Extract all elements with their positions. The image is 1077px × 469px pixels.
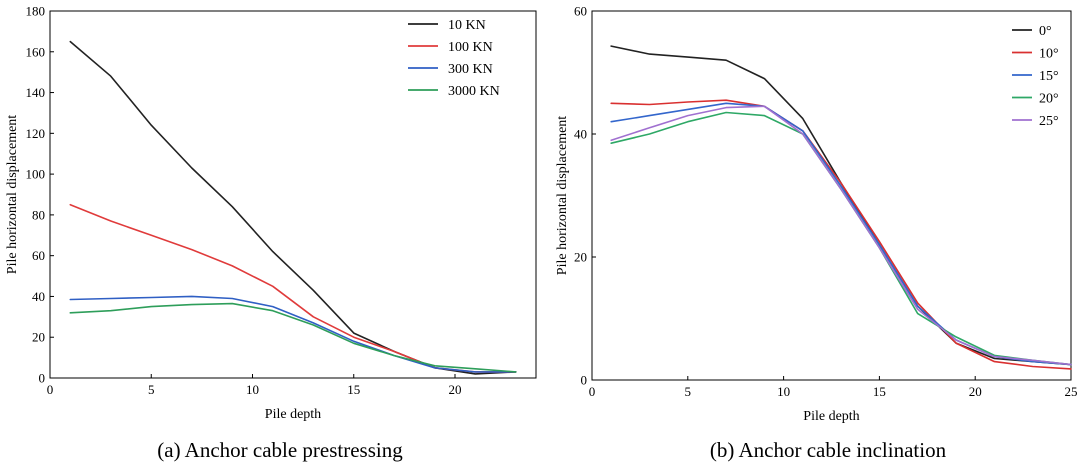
y-tick-label: 0 <box>581 373 588 388</box>
series-line-3 <box>610 102 1072 366</box>
legend-label: 0° <box>1039 24 1052 39</box>
plot-frame <box>49 10 537 379</box>
legend-label: 100 KN <box>448 40 493 55</box>
y-tick-label: 100 <box>26 167 46 182</box>
chart-anchor-cable-prestressing: (a) Anchor cable prestressing 0 5 10 15 20 0 2… <box>5 4 537 462</box>
x-tick-label: 0 <box>589 384 596 399</box>
y-tick-label: 20 <box>32 330 45 345</box>
y-tick-label: 160 <box>26 44 46 59</box>
series-line-4 <box>69 302 517 373</box>
x-tick-label: 20 <box>969 384 982 399</box>
x-tick-label: 5 <box>685 384 692 399</box>
series-line-3 <box>69 295 517 373</box>
y-tick-label: 40 <box>574 127 587 142</box>
legend-label: 10° <box>1039 47 1059 62</box>
y-tick-label: 60 <box>574 4 587 19</box>
x-tick-label: 20 <box>449 382 462 397</box>
legend-label: 20° <box>1039 92 1059 107</box>
y-tick-label: 40 <box>32 289 45 304</box>
y-tick-label: 0 <box>39 371 46 386</box>
x-tick-label: 5 <box>148 382 155 397</box>
y-tick-label: 80 <box>32 207 45 222</box>
y-axis-label: Pile horizontal displacement <box>555 116 570 276</box>
y-tick-label: 60 <box>32 248 45 263</box>
x-tick-label: 10 <box>777 384 790 399</box>
caption-b: (b) Anchor cable inclination <box>710 438 947 462</box>
caption-a: (a) Anchor cable prestressing <box>157 438 403 462</box>
legend-label: 3000 KN <box>448 84 500 99</box>
series-line-2 <box>69 203 517 373</box>
y-axis-label: Pile horizontal displacement <box>5 115 20 275</box>
series-line-2 <box>610 99 1072 370</box>
series-line-5 <box>610 105 1072 366</box>
x-axis-label: Pile depth <box>803 409 859 424</box>
x-axis-label: Pile depth <box>265 407 321 422</box>
x-tick-label: 10 <box>246 382 259 397</box>
x-tick-label: 15 <box>873 384 886 399</box>
y-tick-label: 140 <box>26 85 46 100</box>
series-line-1 <box>610 45 1072 366</box>
legend-label: 300 KN <box>448 62 493 77</box>
chart-anchor-cable-inclination: (b) Anchor cable inclination 0 5 10 15 20 25 0… <box>555 4 1077 463</box>
y-tick-label: 180 <box>26 4 46 19</box>
legend-label: 15° <box>1039 69 1059 84</box>
y-tick-label: 20 <box>574 250 587 265</box>
x-tick-label: 15 <box>347 382 360 397</box>
y-tick-label: 120 <box>26 126 46 141</box>
plot-frame <box>591 10 1072 381</box>
legend-label: 10 KN <box>448 18 486 33</box>
x-tick-label: 25 <box>1065 384 1077 399</box>
series-line-4 <box>610 111 1072 366</box>
legend-label: 25° <box>1039 114 1059 129</box>
x-tick-label: 0 <box>47 382 54 397</box>
